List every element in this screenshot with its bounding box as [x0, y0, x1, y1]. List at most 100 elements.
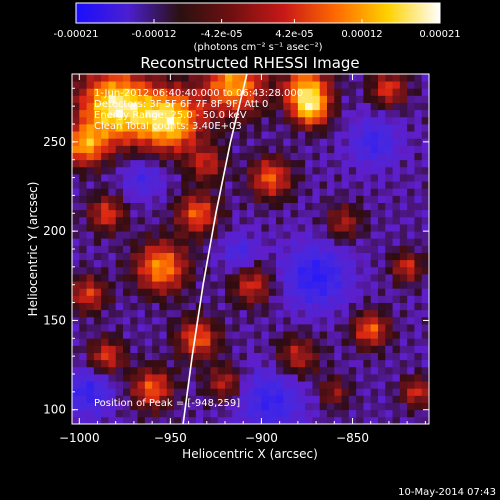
heatmap-cell: [363, 95, 372, 103]
heatmap-cell: [276, 145, 284, 153]
heatmap-cell: [86, 324, 95, 332]
heatmap-cell: [348, 259, 357, 268]
heatmap-cell: [268, 274, 277, 282]
heatmap-cell: [407, 302, 415, 311]
heatmap-cell: [166, 338, 175, 346]
heatmap-cell: [115, 374, 124, 382]
heatmap-cell: [239, 245, 248, 253]
heatmap-cell: [123, 324, 131, 332]
heatmap-cell: [72, 159, 80, 168]
heatmap-cell: [290, 131, 299, 139]
heatmap-cell: [341, 231, 350, 239]
heatmap-cell: [166, 374, 175, 382]
heatmap-cell: [130, 195, 138, 203]
heatmap-cell: [137, 195, 146, 203]
heatmap-cell: [203, 202, 211, 211]
heatmap-cell: [79, 381, 87, 389]
heatmap-cell: [297, 366, 306, 375]
heatmap-cell: [108, 209, 117, 218]
heatmap-cell: [261, 345, 270, 353]
heatmap-cell: [385, 195, 393, 203]
heatmap-cell: [421, 352, 429, 361]
heatmap-cell: [356, 188, 364, 196]
heatmap-cell: [225, 409, 233, 418]
heatmap-cell: [225, 395, 233, 403]
heatmap-cell: [378, 374, 386, 382]
heatmap-cell: [334, 352, 342, 361]
heatmap-cell: [108, 181, 117, 189]
heatmap-cell: [123, 338, 131, 346]
heatmap-cell: [217, 388, 226, 396]
heatmap-cell: [72, 166, 80, 175]
heatmap-cell: [108, 252, 117, 261]
heatmap-cell: [254, 259, 262, 268]
heatmap-cell: [414, 116, 423, 125]
heatmap-cell: [72, 124, 80, 132]
heatmap-cell: [268, 216, 277, 225]
heatmap-cell: [370, 88, 379, 96]
heatmap-cell: [421, 245, 429, 253]
heatmap-cell: [79, 345, 87, 353]
heatmap-cell: [268, 388, 277, 396]
heatmap-cell: [421, 174, 429, 182]
heatmap-cell: [261, 381, 270, 389]
annotation-time-range: 1-Jun-2012 06:40:40.000 to 06:43:28.000: [94, 88, 303, 99]
heatmap-cell: [86, 395, 95, 403]
heatmap-cell: [276, 274, 284, 282]
heatmap-cell: [348, 281, 357, 289]
heatmap-cell: [363, 152, 372, 161]
heatmap-cell: [327, 416, 335, 424]
heatmap-cell: [108, 245, 117, 253]
heatmap-cell: [378, 95, 386, 103]
heatmap-cell: [290, 124, 299, 132]
heatmap-cell: [239, 416, 248, 424]
heatmap-cell: [312, 174, 321, 182]
heatmap-cell: [356, 388, 364, 396]
heatmap-cell: [144, 302, 153, 311]
heatmap-cell: [348, 81, 357, 89]
heatmap-cell: [327, 231, 335, 239]
heatmap-cell: [341, 145, 350, 153]
heatmap-cell: [232, 409, 240, 418]
heatmap-cell: [72, 338, 80, 346]
heatmap-cell: [283, 245, 291, 253]
heatmap-cell: [276, 324, 284, 332]
heatmap-cell: [166, 166, 175, 175]
heatmap-cell: [188, 266, 197, 275]
heatmap-cell: [392, 316, 401, 325]
heatmap-cell: [72, 359, 80, 368]
heatmap-cell: [72, 145, 80, 153]
heatmap-cell: [239, 324, 248, 332]
heatmap-cell: [195, 116, 204, 125]
heatmap-cell: [305, 81, 313, 89]
heatmap-cell: [195, 95, 204, 103]
heatmap-cell: [370, 295, 379, 303]
heatmap-cell: [232, 245, 240, 253]
heatmap-cell: [93, 259, 102, 268]
heatmap-cell: [225, 138, 233, 146]
heatmap-cell: [166, 81, 175, 89]
heatmap-cell: [181, 281, 189, 289]
heatmap-cell: [399, 81, 408, 89]
heatmap-cell: [334, 388, 342, 396]
heatmap-cell: [261, 359, 270, 368]
heatmap-cell: [297, 331, 306, 339]
heatmap-cell: [407, 174, 415, 182]
heatmap-cell: [268, 395, 277, 403]
heatmap-cell: [115, 195, 124, 203]
heatmap-cell: [254, 366, 262, 375]
plot-annotations: 1-Jun-2012 06:40:40.000 to 06:43:28.000 …: [94, 88, 303, 409]
heatmap-cell: [370, 274, 379, 282]
heatmap-cell: [392, 195, 401, 203]
heatmap-cell: [152, 331, 160, 339]
heatmap-cell: [414, 224, 423, 232]
heatmap-cell: [137, 238, 146, 246]
heatmap-cell: [414, 166, 423, 175]
heatmap-cell: [399, 252, 408, 261]
heatmap-cell: [305, 281, 313, 289]
heatmap-cell: [225, 245, 233, 253]
heatmap-cell: [232, 188, 240, 196]
heatmap-cell: [312, 152, 321, 161]
heatmap-cell: [385, 181, 393, 189]
heatmap-cell: [283, 152, 291, 161]
